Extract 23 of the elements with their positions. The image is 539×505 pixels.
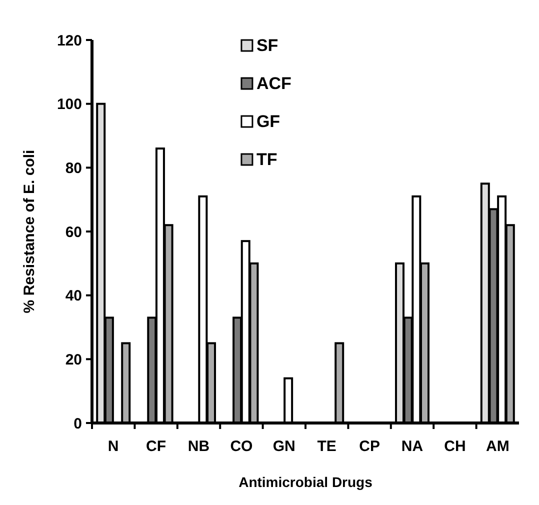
x-tick-label: CO [230,438,254,455]
x-axis-title: Antimicrobial Drugs [238,474,373,490]
x-tick-label: CF [146,438,166,455]
y-tick-label: 80 [65,160,82,177]
x-tick-label: CH [444,438,466,455]
y-tick-label: 120 [56,32,82,50]
x-tick-label: NB [188,438,210,455]
x-tick-label: N [108,438,119,455]
legend-label: TF [256,150,278,169]
x-tick-label: AM [486,438,510,455]
y-tick-label: 40 [65,288,82,305]
y-tick-label: 0 [74,415,82,432]
x-tick-label: CP [359,438,380,455]
y-tick-label: 20 [65,351,82,368]
legend-label: SF [256,36,278,55]
x-tick-label: NA [401,438,424,455]
y-tick-label: 60 [65,224,82,241]
legend-label: ACF [256,74,292,93]
legend-label: GF [256,112,280,131]
y-tick-label: 100 [56,96,82,114]
x-tick-label: GN [272,438,296,455]
y-axis-title: % Resistance of E. coli [21,150,38,314]
x-tick-label: TE [317,438,336,455]
